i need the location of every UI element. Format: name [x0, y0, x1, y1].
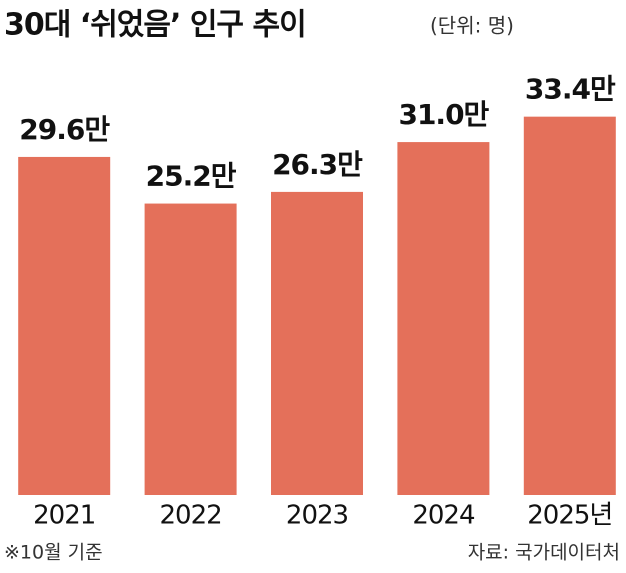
bar	[144, 203, 237, 495]
bar	[271, 191, 363, 496]
value-label: 29.6만	[19, 113, 110, 146]
unit-label: (단위: 명)	[430, 14, 514, 38]
value-label: 25.2만	[146, 160, 237, 193]
note: ※10월 기준	[4, 542, 103, 564]
bar	[523, 116, 616, 496]
bar	[18, 156, 111, 495]
value-label: 26.3만	[272, 148, 363, 181]
chart-title: 30대 ‘쉬었음’ 인구 추이	[4, 8, 306, 43]
bar	[397, 142, 490, 495]
value-label: 33.4만	[525, 73, 616, 106]
value-label: 31.0만	[398, 98, 489, 131]
x-tick-label: 2023	[286, 501, 348, 531]
x-tick-label: 2022	[160, 501, 222, 531]
x-tick-label: 2021	[33, 501, 95, 531]
source: 자료: 국가데이터처	[468, 542, 620, 564]
x-tick-label: 2025년	[527, 501, 612, 531]
x-tick-label: 2024	[412, 501, 475, 531]
